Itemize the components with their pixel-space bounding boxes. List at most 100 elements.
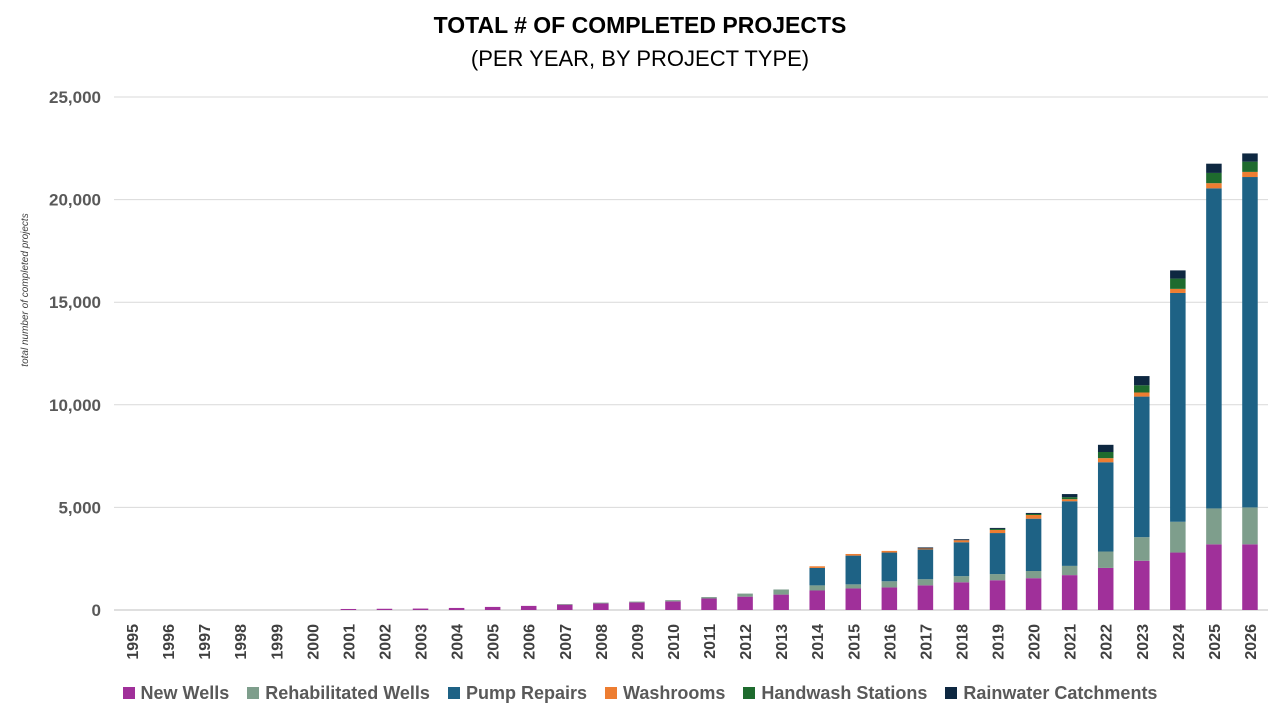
legend-label: New Wells xyxy=(140,682,230,703)
bar-segment xyxy=(845,588,862,610)
bar-segment xyxy=(1134,392,1150,397)
y-axis-ticks: 0 5,000 10,000 15,000 20,000 25,000 xyxy=(49,88,101,620)
bar-segment xyxy=(1061,497,1078,500)
bar-segment xyxy=(1097,567,1114,610)
legend-item: Rainwater Catchments xyxy=(945,683,1157,704)
legend-swatch xyxy=(605,687,617,699)
gridlines xyxy=(114,96,1268,611)
bar-segment xyxy=(953,539,970,541)
bar-segment xyxy=(484,606,501,610)
bar-segment xyxy=(593,603,609,610)
bar-segment xyxy=(1170,288,1186,293)
x-tick-label: 1999 xyxy=(269,624,286,660)
bar-segment xyxy=(1061,499,1078,502)
bar-segment xyxy=(953,582,970,610)
bar-segment xyxy=(1206,188,1222,509)
legend-item: New Wells xyxy=(122,682,230,704)
bar-segment xyxy=(557,604,573,605)
bar-segment xyxy=(845,553,862,556)
x-tick-label: 2015 xyxy=(846,624,863,660)
bar-segment xyxy=(1097,451,1114,459)
bar-segment xyxy=(665,600,681,602)
legend-label: Rainwater Catchments xyxy=(963,682,1158,703)
x-tick-label: 2026 xyxy=(1243,624,1260,660)
legend-item: Rehabilitated Wells xyxy=(247,683,430,704)
x-tick-label: 2005 xyxy=(486,624,503,660)
bar-segment xyxy=(1242,544,1258,610)
bar-segment xyxy=(448,607,465,610)
legend-swatch xyxy=(122,687,135,699)
x-tick-label: 2023 xyxy=(1135,624,1152,660)
bar-segment xyxy=(1170,552,1186,610)
legend-swatch xyxy=(247,687,260,699)
legend-item: Handwash Stations xyxy=(743,683,927,704)
bar-segment xyxy=(1170,278,1186,289)
legend-label: Rehabilitated Wells xyxy=(265,682,430,703)
x-tick-label: 2022 xyxy=(1099,624,1116,660)
bar-segment xyxy=(881,552,898,582)
legend-item: Pump Repairs xyxy=(447,683,587,704)
bar-segment xyxy=(629,601,645,603)
x-tick-label: 2010 xyxy=(666,624,683,660)
bar-segment xyxy=(1025,578,1042,610)
bar-segment xyxy=(1097,458,1114,463)
bar-segment xyxy=(1206,544,1222,610)
bar-segment xyxy=(953,576,970,583)
bar-segment xyxy=(1242,153,1258,162)
x-tick-label: 2013 xyxy=(774,624,791,660)
x-tick-label: 2008 xyxy=(594,624,611,660)
bars xyxy=(340,153,1258,610)
bar-segment xyxy=(953,540,970,543)
bar-segment xyxy=(809,590,825,610)
chart-subtitle: (PER YEAR, BY PROJECT TYPE) xyxy=(470,46,810,71)
legend-item: Washrooms xyxy=(605,683,725,704)
bar-segment xyxy=(1134,385,1150,393)
x-tick-label: 2002 xyxy=(377,624,394,660)
bar-segment xyxy=(845,584,862,589)
bar-segment xyxy=(773,594,789,610)
bar-segment xyxy=(1025,514,1042,519)
legend-label: Washrooms xyxy=(623,682,726,703)
bar-segment xyxy=(629,602,645,610)
x-tick-label: 2017 xyxy=(918,624,935,660)
bar-segment xyxy=(989,533,1006,575)
x-tick-label: 2020 xyxy=(1027,624,1044,660)
bar-segment xyxy=(989,580,1006,610)
bar-segment xyxy=(1061,494,1078,498)
bar-segment xyxy=(1134,376,1150,386)
x-tick-label: 2000 xyxy=(305,624,322,660)
bar-segment xyxy=(845,555,862,585)
legend-label: Handwash Stations xyxy=(761,682,928,703)
legend-swatch xyxy=(743,687,756,699)
x-tick-label: 1995 xyxy=(125,624,142,660)
bar-segment xyxy=(917,547,934,549)
bar-segment xyxy=(881,550,898,553)
bar-segment xyxy=(773,589,789,595)
bar-segment xyxy=(809,566,825,568)
bar-segment xyxy=(340,608,357,610)
legend-swatch xyxy=(945,687,958,699)
x-tick-label: 1998 xyxy=(233,624,250,660)
bar-segment xyxy=(1025,512,1042,514)
bar-segment xyxy=(881,581,898,588)
legend-swatch xyxy=(447,687,460,699)
bar-segment xyxy=(1061,565,1078,576)
bar-segment xyxy=(1206,183,1222,189)
chart-title: TOTAL # OF COMPLETED PROJECTS xyxy=(433,12,847,38)
bar-segment xyxy=(989,574,1006,581)
legend: New Wells Rehabilitated Wells Pump Repairs… xyxy=(0,681,1280,705)
bar-segment xyxy=(1097,551,1114,568)
x-tick-label: 2025 xyxy=(1207,624,1224,660)
bar-segment xyxy=(593,602,609,604)
x-tick-label: 2003 xyxy=(414,624,431,660)
x-tick-label: 2012 xyxy=(738,624,755,660)
bar-segment xyxy=(701,598,717,610)
bar-segment xyxy=(1242,161,1258,172)
bar-segment xyxy=(1170,521,1186,553)
bar-segment xyxy=(557,604,573,610)
x-tick-label: 2004 xyxy=(450,624,467,660)
bar-segment xyxy=(1242,507,1258,545)
x-tick-label: 2014 xyxy=(810,624,827,660)
bar-segment xyxy=(1025,513,1042,515)
